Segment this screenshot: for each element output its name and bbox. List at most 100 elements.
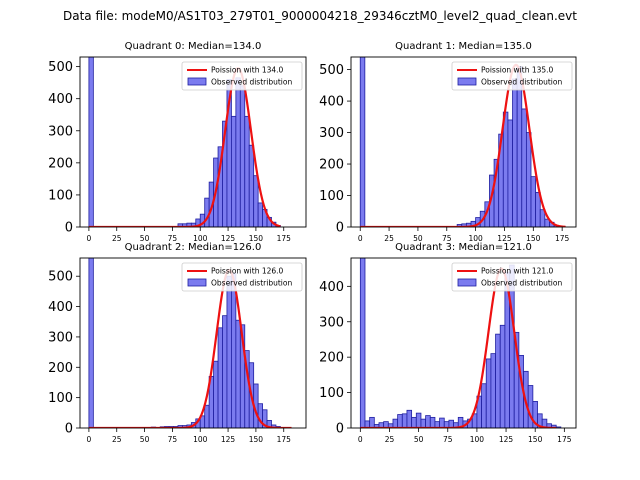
histogram-bar (425, 415, 431, 428)
legend-label-poisson: Poission with 121.0 (481, 267, 554, 276)
histogram-bar (231, 272, 237, 428)
figure-suptitle: Data file: modeM0/AS1T03_279T01_90000042… (63, 9, 577, 23)
legend-label-observed: Observed distribution (481, 279, 562, 288)
y-tick-label: 0 (65, 422, 73, 437)
x-tick-label: 75 (168, 234, 178, 243)
y-tick-label: 100 (48, 188, 73, 203)
x-tick-label: 150 (249, 234, 264, 243)
histogram-bar (222, 315, 228, 428)
x-tick-label: 50 (140, 234, 150, 243)
y-tick-label: 300 (319, 126, 344, 141)
y-tick-label: 0 (336, 221, 344, 236)
y-tick-label: 200 (319, 351, 344, 366)
x-tick-label: 0 (358, 435, 363, 444)
histogram-bar (88, 258, 94, 428)
histogram-bar (555, 426, 562, 428)
histogram-bar (507, 119, 513, 227)
histogram-bar (512, 78, 518, 227)
histogram-bar (248, 144, 255, 227)
x-tick-label: 0 (87, 234, 92, 243)
legend-label-poisson: Poission with 126.0 (211, 267, 284, 276)
x-tick-label: 75 (168, 435, 178, 444)
quadrant-0-title: Quadrant 0: Median=134.0 (125, 41, 262, 52)
axes-frame (79, 257, 307, 429)
x-tick-label: 0 (87, 435, 92, 444)
x-tick-label: 100 (193, 234, 208, 243)
x-tick-label: 125 (499, 435, 514, 444)
histogram-bar (411, 416, 417, 428)
y-tick-label: 0 (65, 221, 73, 236)
y-tick-label: 100 (319, 386, 344, 401)
x-tick-label: 50 (414, 435, 424, 444)
x-tick-label: 175 (557, 435, 572, 444)
legend-label-observed: Observed distribution (211, 279, 292, 288)
y-tick-label: 300 (48, 124, 73, 139)
legend: Poission with 134.0 Observed distribution (181, 61, 303, 91)
x-tick-label: 25 (112, 234, 122, 243)
histogram-bar (204, 404, 210, 428)
histogram-bar (439, 417, 445, 428)
axes-frame (350, 56, 577, 228)
histogram-bar (88, 57, 94, 227)
x-tick-label: 75 (443, 435, 453, 444)
x-tick-label: 50 (413, 234, 423, 243)
x-tick-label: 175 (277, 435, 292, 444)
x-tick-label: 25 (384, 234, 394, 243)
y-tick-label: 200 (48, 156, 73, 171)
legend-label-observed: Observed distribution (481, 78, 562, 87)
x-tick-label: 125 (221, 234, 236, 243)
histogram-bar (359, 57, 366, 227)
legend-bar-swatch (187, 278, 207, 287)
histogram-bar (257, 202, 263, 227)
x-tick-label: 125 (497, 234, 512, 243)
x-tick-label: 0 (358, 234, 363, 243)
quadrant-2-title: Quadrant 2: Median=126.0 (125, 242, 262, 253)
x-tick-label: 150 (528, 435, 543, 444)
x-tick-label: 50 (140, 435, 150, 444)
quadrant-3-title: Quadrant 3: Median=121.0 (395, 242, 532, 253)
x-tick-label: 100 (468, 234, 483, 243)
y-tick-label: 200 (48, 361, 73, 376)
y-tick-label: 400 (319, 95, 344, 110)
histogram-bar (239, 85, 246, 227)
histogram-bar (401, 413, 408, 428)
histogram-bar (359, 258, 366, 428)
quadrant-2-panel: Quadrant 2: Median=126.00100200300400500… (48, 242, 307, 444)
histogram-bar (495, 333, 501, 428)
y-tick-label: 100 (319, 189, 344, 204)
histogram-bar (490, 353, 496, 428)
x-tick-label: 100 (470, 435, 485, 444)
y-tick-label: 500 (48, 60, 73, 75)
quadrant-1-panel: Quadrant 1: Median=135.00100200300400500… (319, 41, 577, 243)
poisson-curve (88, 268, 292, 428)
histogram-bar (235, 77, 241, 227)
histogram-bar (397, 414, 403, 428)
legend-bar-swatch (457, 278, 477, 287)
y-tick-label: 300 (48, 330, 73, 345)
y-tick-label: 200 (319, 158, 344, 173)
legend-bar-swatch (457, 77, 477, 86)
legend: Poission with 121.0 Observed distribution (451, 262, 573, 292)
y-tick-label: 500 (48, 270, 73, 285)
histogram-bar (253, 175, 259, 227)
histogram-bar (204, 197, 210, 227)
histogram-bar (244, 115, 250, 227)
histogram-bar (420, 418, 427, 428)
x-tick-label: 150 (249, 435, 264, 444)
histogram-bar (217, 327, 223, 428)
histogram-bar (392, 418, 399, 428)
y-tick-label: 300 (319, 315, 344, 330)
legend: Poission with 126.0 Observed distribution (181, 262, 303, 292)
quadrant-1-title: Quadrant 1: Median=135.0 (395, 41, 532, 52)
y-tick-label: 400 (319, 280, 344, 295)
histogram-bar (499, 324, 506, 428)
histogram-bar (231, 115, 237, 227)
histogram-bar (429, 416, 436, 428)
histogram-bar (213, 360, 219, 428)
histogram-bar (535, 191, 541, 227)
x-tick-label: 150 (526, 234, 541, 243)
quadrant-3-panel: Quadrant 3: Median=121.0 0 100 200 300 400 0 25… (319, 242, 577, 444)
histogram-bar (521, 108, 527, 227)
histogram-bar (527, 385, 534, 428)
y-tick-label: 400 (48, 92, 73, 107)
